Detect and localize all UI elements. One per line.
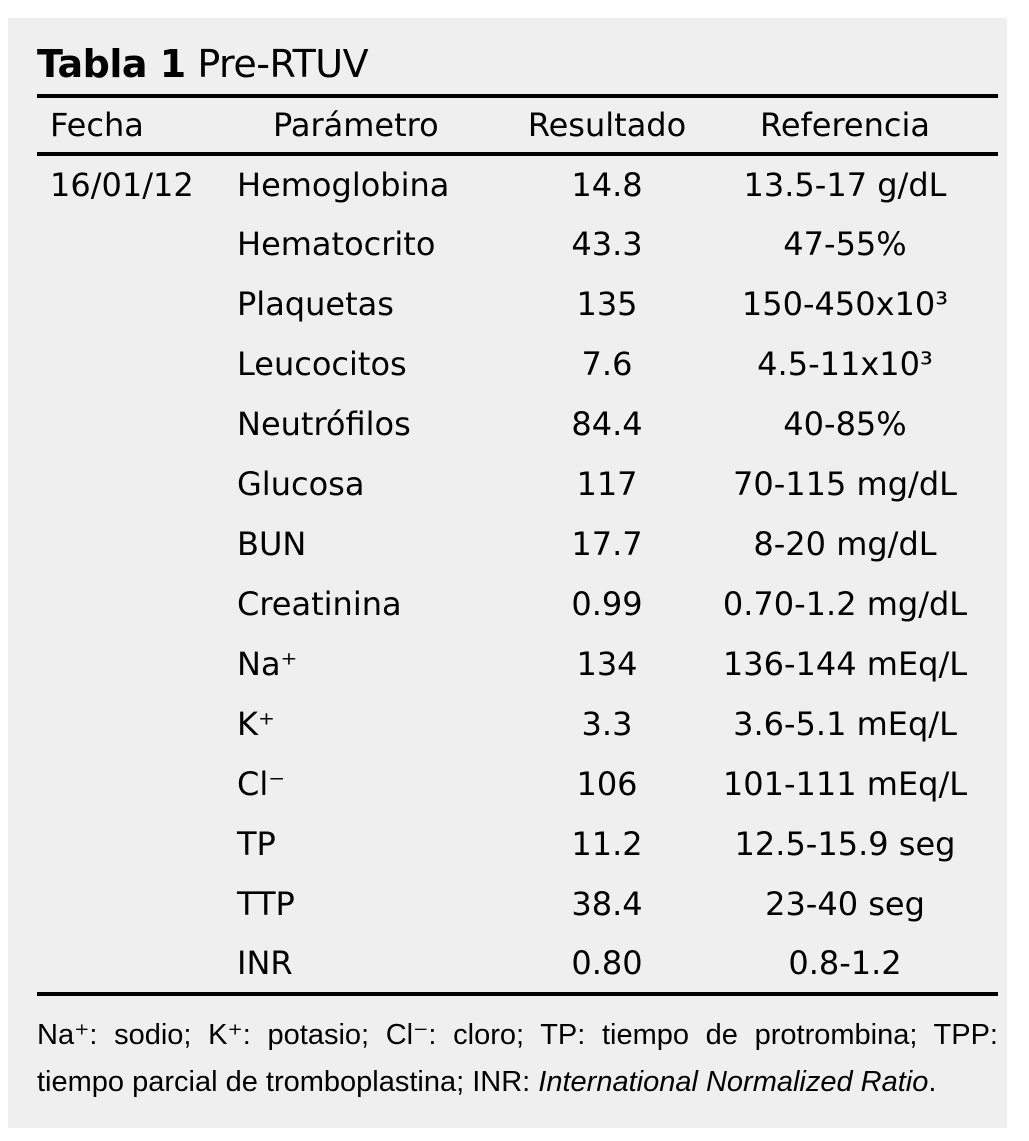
cell-parameter: Na⁺ [237,645,298,683]
header-parametro: Parámetro [273,106,439,144]
cell-parameter: BUN [237,525,307,563]
table-header: Fecha Parámetro Resultado Referencia [37,96,998,154]
cell-date [37,754,237,814]
cell-result: 106 [576,765,638,803]
cell-date: 16/01/12 [50,166,194,204]
cell-parameter: Creatinina [237,585,402,623]
header-row: Fecha Parámetro Resultado Referencia [37,96,998,154]
cell-reference: 40-85% [783,405,907,443]
cell-parameter: Glucosa [237,465,365,503]
cell-reference: 13.5-17 g/dL [743,166,947,204]
cell-reference: 47-55% [783,225,907,263]
cell-result: 134 [576,645,638,683]
cell-parameter: Leucocitos [237,345,407,383]
table-row: Creatinina 0.99 0.70-1.2 mg/dL [37,574,998,634]
header-fecha: Fecha [50,106,144,144]
table-row: INR 0.80 0.8-1.2 [37,934,998,994]
cell-date [37,394,237,454]
table-row: K⁺ 3.3 3.6-5.1 mEq/L [37,694,998,754]
cell-reference: 136-144 mEq/L [722,645,968,683]
cell-date [37,694,237,754]
table-row: Hematocrito 43.3 47-55% [37,214,998,274]
table-title-text: Pre-RTUV [197,42,369,86]
cell-reference: 0.8-1.2 [788,944,902,982]
header-resultado: Resultado [527,106,687,144]
cell-parameter: Cl⁻ [237,765,286,803]
table-title: Tabla 1 Pre-RTUV [8,18,1007,84]
cell-result: 135 [576,285,638,323]
table-body: 16/01/12 Hemoglobina 14.8 13.5-17 g/dL H… [37,154,998,994]
table-row: BUN 17.7 8-20 mg/dL [37,514,998,574]
cell-reference: 150-450x10³ [741,285,949,323]
cell-result: 43.3 [571,225,643,263]
cell-result: 14.8 [571,166,643,204]
cell-reference: 4.5-11x10³ [757,345,933,383]
lab-results-table: Fecha Parámetro Resultado Referencia 16/… [37,94,998,996]
table-row: TTP 38.4 23-40 seg [37,874,998,934]
table-row: Na⁺ 134 136-144 mEq/L [37,634,998,694]
cell-reference: 0.70-1.2 mg/dL [722,585,968,623]
cell-date [37,274,237,334]
footnote-abbreviations: Na⁺: sodio; K⁺: potasio; Cl⁻: cloro; TP:… [37,1019,998,1098]
footnote-italic-term: International Normalized Ratio [538,1066,929,1098]
cell-reference: 12.5-15.9 seg [734,825,956,863]
cell-date [37,514,237,574]
cell-parameter: Hematocrito [237,225,436,263]
cell-date [37,334,237,394]
cell-parameter: INR [237,944,293,982]
cell-reference: 23-40 seg [765,885,925,923]
cell-parameter: Hemoglobina [237,166,450,204]
cell-parameter: Plaquetas [237,285,394,323]
footnote-period: . [928,1066,937,1098]
cell-date [37,634,237,694]
cell-reference: 70-115 mg/dL [733,465,957,503]
table-row: Neutrófilos 84.4 40-85% [37,394,998,454]
cell-result: 117 [576,465,638,503]
cell-date [37,814,237,874]
cell-date [37,874,237,934]
table-card: Tabla 1 Pre-RTUV Fecha Parámetro Resulta… [8,18,1007,1128]
cell-reference: 8-20 mg/dL [753,525,937,563]
cell-parameter: K⁺ [237,705,275,743]
cell-date [37,934,237,994]
table-row: TP 11.2 12.5-15.9 seg [37,814,998,874]
cell-date [37,574,237,634]
cell-result: 3.3 [581,705,633,743]
cell-parameter: TTP [237,885,295,923]
table-title-number: Tabla 1 [37,42,186,86]
cell-result: 0.80 [571,944,643,982]
cell-result: 11.2 [571,825,643,863]
cell-result: 17.7 [571,525,643,563]
cell-date [37,214,237,274]
table-row: Cl⁻ 106 101-111 mEq/L [37,754,998,814]
cell-result: 0.99 [571,585,643,623]
table-row: 16/01/12 Hemoglobina 14.8 13.5-17 g/dL [37,154,998,214]
cell-result: 38.4 [571,885,643,923]
cell-reference: 101-111 mEq/L [722,765,968,803]
cell-parameter: Neutrófilos [237,405,411,443]
table-row: Leucocitos 7.6 4.5-11x10³ [37,334,998,394]
header-referencia: Referencia [760,106,930,144]
cell-date [37,454,237,514]
table-row: Glucosa 117 70-115 mg/dL [37,454,998,514]
cell-result: 7.6 [581,345,633,383]
table-row: Plaquetas 135 150-450x10³ [37,274,998,334]
table-footnote: Na⁺: sodio; K⁺: potasio; Cl⁻: cloro; TP:… [37,1012,998,1106]
cell-reference: 3.6-5.1 mEq/L [733,705,957,743]
cell-result: 84.4 [571,405,643,443]
cell-parameter: TP [237,825,276,863]
